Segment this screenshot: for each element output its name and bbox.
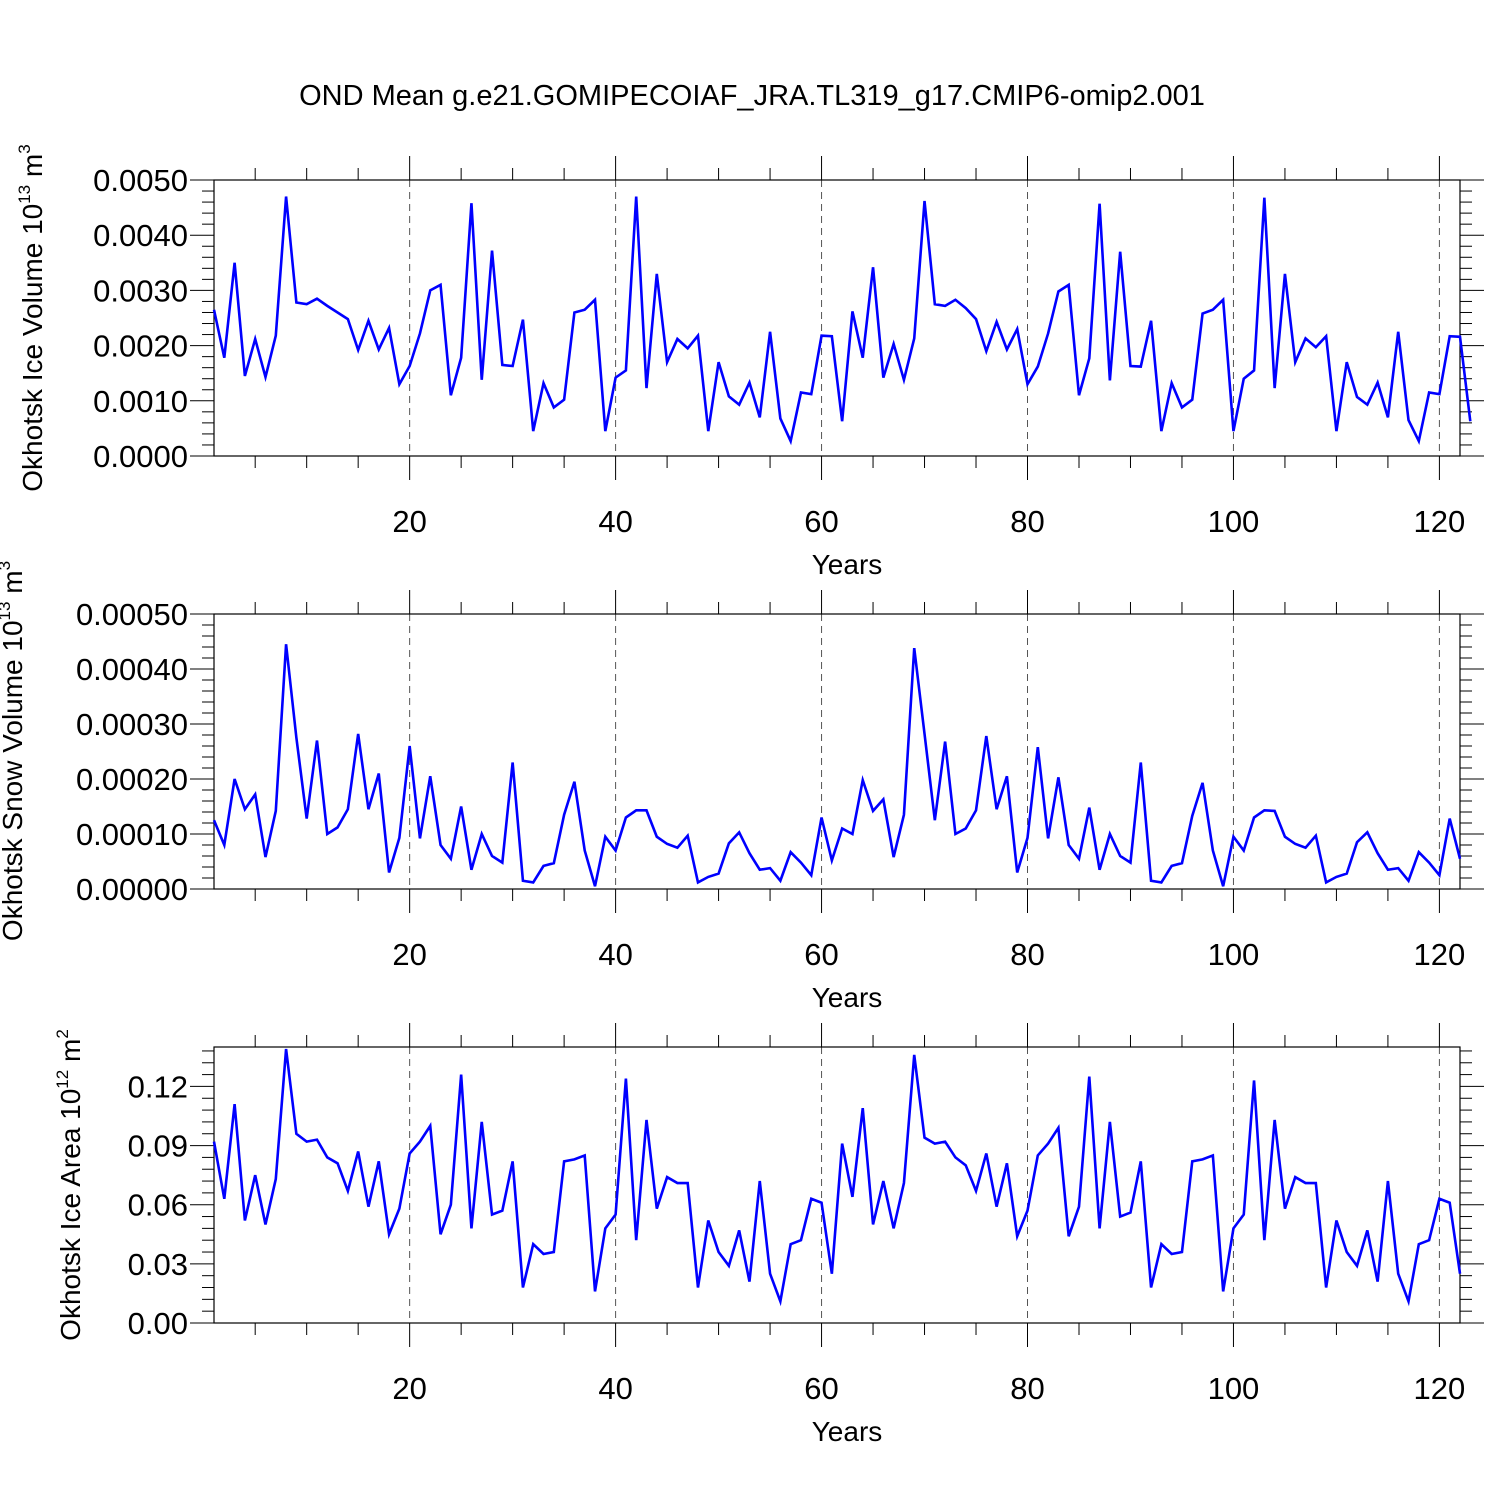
- ice-volume-xtick-label: 80: [1010, 504, 1044, 539]
- ice-volume-ytick-label: 0.0010: [93, 384, 188, 419]
- ice-volume-xtick-label: 120: [1414, 504, 1466, 539]
- ice-area-xtick-label: 40: [598, 1371, 632, 1406]
- ice-volume-series-line: [212, 196, 1472, 446]
- ice-area-ytick-label: 0.12: [128, 1069, 188, 1104]
- ice-volume-xtick-label: 100: [1208, 504, 1260, 539]
- panel-snow-volume: 20 40 60 80 100 120 0.00000 0.00010 0.00020 0.000…: [0, 561, 1484, 1013]
- snow-volume-ytick-label: 0.00000: [76, 872, 188, 907]
- panel-ice-area: 20 40 60 80 100 120 0.00 0.03 0.06 0.09 0.12 Years O…: [53, 1023, 1484, 1447]
- ice-volume-xtick-label: 40: [598, 504, 632, 539]
- ice-area-ytick-label: 0.00: [128, 1306, 188, 1341]
- ice-volume-ytick-label: 0.0020: [93, 329, 188, 364]
- ice-area-x-axis-label: Years: [812, 1416, 883, 1447]
- snow-volume-xtick-label: 120: [1414, 937, 1466, 972]
- ice-area-xtick-label: 100: [1208, 1371, 1260, 1406]
- ice-area-xtick-label: 60: [804, 1371, 838, 1406]
- snow-volume-xtick-label: 20: [392, 937, 426, 972]
- ice-area-series-line: [212, 1048, 1462, 1307]
- snow-volume-xtick-label: 40: [598, 937, 632, 972]
- ice-area-ytick-label: 0.03: [128, 1247, 188, 1282]
- snow-volume-xtick-label: 60: [804, 937, 838, 972]
- snow-volume-plot-frame: [213, 613, 1461, 890]
- ice-area-ytick-label: 0.09: [128, 1129, 188, 1164]
- ice-area-y-axis-label: Okhotsk Ice Area 1012 m2: [53, 1029, 86, 1341]
- ice-area-plot-frame: [213, 1046, 1461, 1324]
- ice-volume-x-axis-label: Years: [812, 549, 883, 580]
- panel-ice-volume: 20 40 60 80 100 120 0.0000 0.0010 0.0020 0.0030 0.…: [15, 144, 1484, 580]
- snow-volume-ytick-label: 0.00030: [76, 707, 188, 742]
- snow-volume-ytick-label: 0.00010: [76, 817, 188, 852]
- snow-volume-ytick-label: 0.00040: [76, 652, 188, 687]
- ice-volume-y-axis-label: Okhotsk Ice Volume 1013 m3: [15, 144, 48, 491]
- snow-volume-ytick-label: 0.00020: [76, 762, 188, 797]
- ice-area-xtick-label: 20: [392, 1371, 426, 1406]
- ice-volume-ytick-label: 0.0000: [93, 439, 188, 474]
- ice-volume-xtick-label: 20: [392, 504, 426, 539]
- ice-area-xtick-label: 120: [1414, 1371, 1466, 1406]
- ice-volume-ytick-label: 0.0040: [93, 218, 188, 253]
- ice-area-xtick-label: 80: [1010, 1371, 1044, 1406]
- ice-volume-ytick-label: 0.0050: [93, 163, 188, 198]
- figure-title: OND Mean g.e21.GOMIPECOIAF_JRA.TL319_g17…: [299, 80, 1205, 112]
- snow-volume-x-axis-label: Years: [812, 982, 883, 1013]
- snow-volume-xtick-label: 80: [1010, 937, 1044, 972]
- snow-volume-y-axis-label: Okhotsk Snow Volume 1013 m3: [0, 561, 28, 941]
- snow-volume-xtick-label: 100: [1208, 937, 1260, 972]
- snow-volume-series-line: [212, 644, 1462, 887]
- ice-volume-xtick-label: 60: [804, 504, 838, 539]
- ice-volume-ytick-label: 0.0030: [93, 273, 188, 308]
- ice-area-ytick-label: 0.06: [128, 1188, 188, 1223]
- snow-volume-ytick-label: 0.00050: [76, 597, 188, 632]
- ice-volume-plot-frame: [213, 179, 1461, 457]
